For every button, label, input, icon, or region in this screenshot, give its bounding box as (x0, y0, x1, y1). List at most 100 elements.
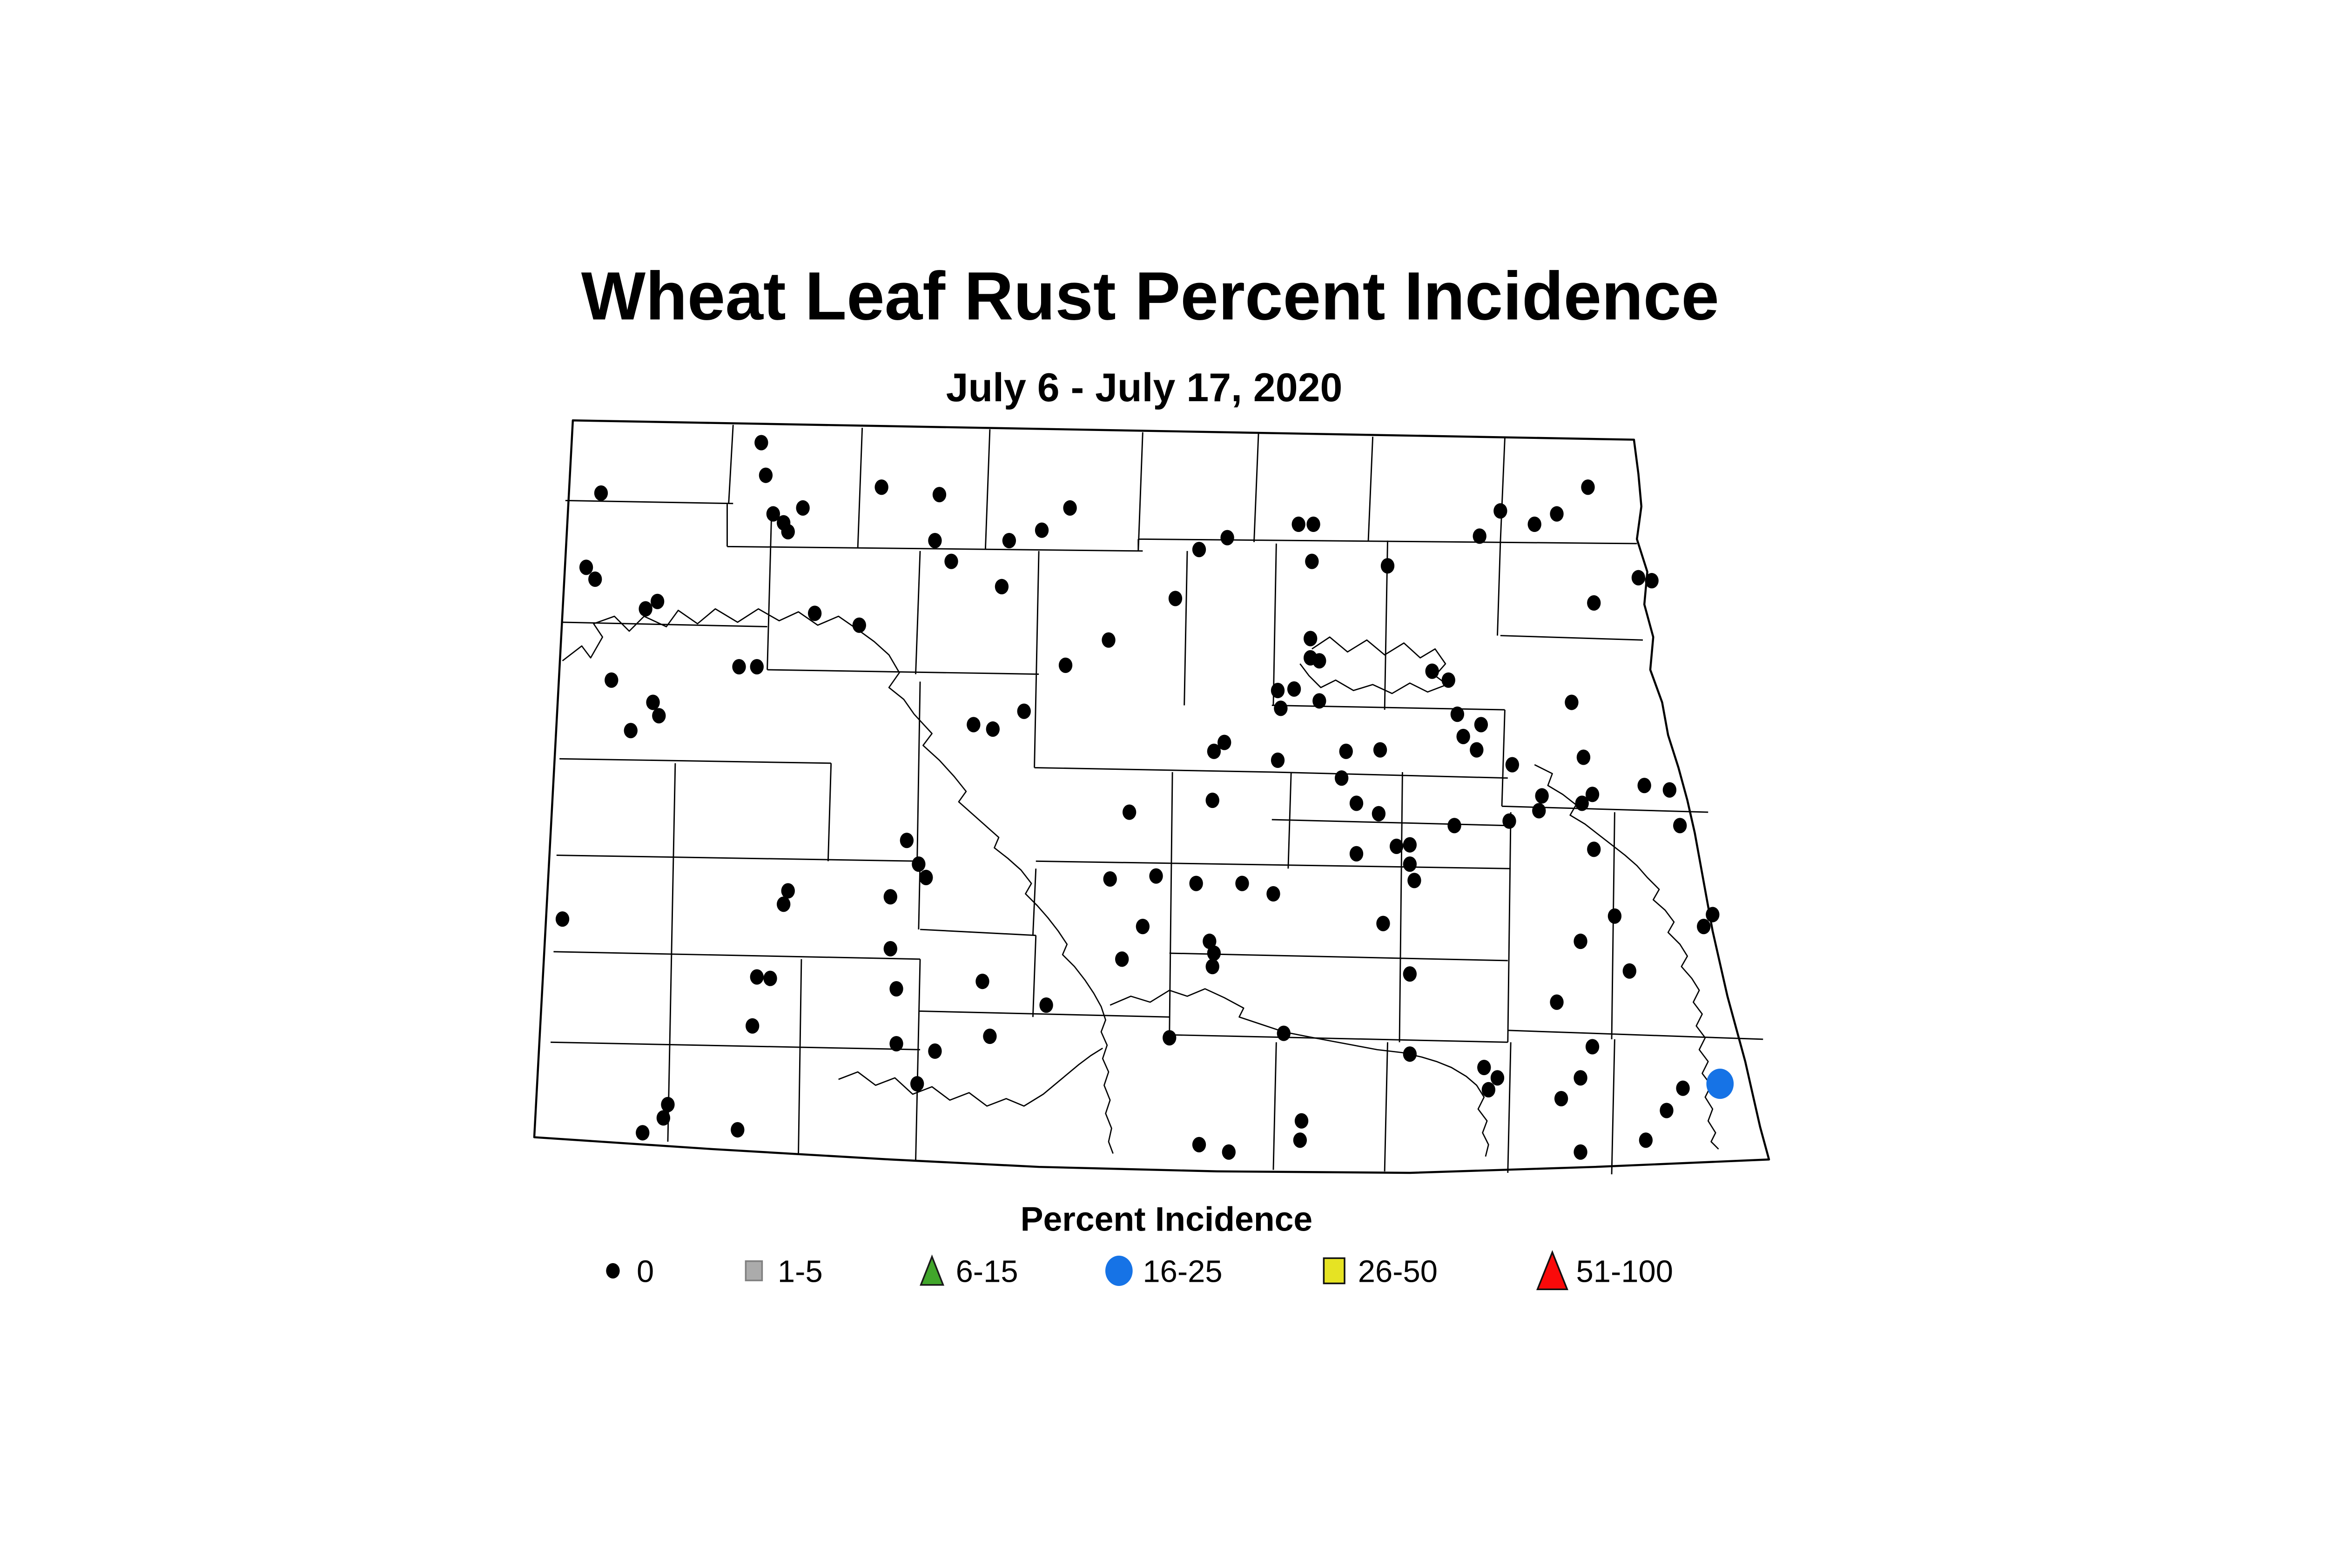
map-point-0 (1660, 1103, 1674, 1118)
map-point-0 (1339, 743, 1353, 759)
data-points (555, 435, 1734, 1160)
map-point-0 (1122, 804, 1137, 820)
map-point-0 (1274, 700, 1288, 716)
map-point-0 (1441, 672, 1455, 688)
map-point-0 (1493, 503, 1507, 519)
map-point-0 (1017, 703, 1031, 719)
legend-item-16-25: 16-25 (1105, 1254, 1223, 1289)
map-point-0 (1585, 1039, 1600, 1055)
missouri-river-lake (562, 608, 915, 715)
map-point-0 (1168, 591, 1183, 606)
map-point-0 (1039, 997, 1053, 1013)
map-point-0 (1403, 837, 1417, 853)
map-point-0 (639, 601, 652, 617)
map-point-0 (883, 889, 897, 905)
map-point-0 (1235, 875, 1249, 891)
map-point-0 (746, 1018, 760, 1034)
map-point-0 (1349, 795, 1364, 811)
map-point-0 (932, 487, 947, 503)
map-point-0 (1002, 532, 1016, 549)
map-point-0 (1425, 663, 1439, 679)
map-point-0 (1550, 994, 1564, 1010)
map-point-0 (1574, 1070, 1587, 1086)
map-point-0 (1407, 873, 1421, 888)
map-point-0 (1334, 770, 1349, 786)
legend-marker-1-5 (745, 1260, 763, 1281)
map-point-0 (1149, 868, 1163, 884)
map-point-0 (944, 553, 958, 569)
map-point-0 (986, 721, 1000, 737)
map-point-0 (995, 579, 1009, 594)
map-point-0 (661, 1097, 675, 1112)
map-point-0 (1505, 757, 1520, 773)
map-point-0 (652, 708, 666, 724)
map-point-0 (1527, 516, 1541, 532)
map-point-0 (1205, 792, 1219, 808)
map-point-0 (1481, 1082, 1496, 1097)
legend-item-label: 0 (637, 1254, 654, 1289)
legend-marker-0 (606, 1263, 620, 1279)
map-point-0 (1607, 908, 1622, 924)
map-point-0 (1389, 838, 1404, 855)
map-point-0 (1645, 573, 1659, 589)
map-point-0 (1581, 479, 1595, 495)
map-point-0 (1697, 919, 1711, 935)
map-point-16-25 (1706, 1069, 1734, 1099)
map-point-0 (1706, 907, 1720, 922)
map-point-0 (928, 1043, 942, 1059)
map-point-0 (1639, 1132, 1653, 1148)
map-point-0 (1676, 1080, 1690, 1096)
map-point-0 (1349, 846, 1364, 861)
map-point-0 (1220, 530, 1234, 545)
legend-marker-16-25 (1105, 1255, 1133, 1286)
map-point-0 (624, 723, 638, 739)
map-point-0 (1403, 966, 1417, 982)
map-point-0 (910, 1076, 924, 1092)
page-subtitle: July 6 - July 17, 2020 (946, 365, 1343, 410)
map-point-0 (1587, 595, 1601, 611)
legend-item-26-50: 26-50 (1323, 1254, 1438, 1289)
map-point-0 (750, 659, 764, 675)
legend-item-1-5: 1-5 (745, 1254, 823, 1289)
map-point-0 (975, 974, 989, 989)
map-point-0 (1136, 919, 1150, 935)
map-point-0 (1192, 1137, 1206, 1152)
map-point-0 (1575, 795, 1589, 811)
legend-item-label: 51-100 (1576, 1254, 1673, 1289)
map-point-0 (763, 970, 777, 986)
map-point-0 (900, 833, 914, 848)
map-point-0 (1372, 806, 1386, 821)
map-point-0 (1662, 782, 1677, 798)
legend: Percent Incidence 0 1-5 6-15 16-25 26-50 51-1… (606, 1200, 1673, 1291)
map-point-0 (1207, 945, 1221, 961)
map-point-0 (759, 467, 773, 483)
map-point-0 (656, 1110, 671, 1126)
map-point-0 (1217, 734, 1231, 750)
map-point-0 (1477, 1059, 1491, 1076)
map-point-0 (731, 1122, 745, 1138)
map-point-0 (1576, 749, 1591, 765)
map-point-0 (1587, 841, 1601, 857)
legend-title: Percent Incidence (1021, 1200, 1313, 1238)
beaver-creek (1110, 988, 1489, 1157)
map-point-0 (1312, 693, 1326, 709)
map-point-0 (1063, 500, 1077, 516)
missouri-river (914, 713, 1114, 1154)
map-point-0 (650, 593, 665, 609)
map-point-0 (874, 479, 888, 495)
map-point-0 (1266, 886, 1280, 902)
map-point-0 (777, 896, 791, 912)
map-point-0 (1373, 742, 1387, 758)
map-point-0 (1291, 516, 1305, 532)
legend-item-51-100: 51-100 (1536, 1250, 1673, 1291)
map-point-0 (1058, 657, 1073, 673)
legend-item-label: 6-15 (956, 1254, 1018, 1289)
map-point-0 (646, 694, 660, 710)
map-point-0 (754, 435, 768, 451)
map-point-0 (1403, 1046, 1417, 1062)
map-point-0 (1585, 787, 1600, 802)
map-point-0 (1277, 1025, 1291, 1041)
cannonball-river (838, 1047, 1103, 1107)
map-point-0 (732, 659, 746, 675)
map-point-0 (1312, 653, 1326, 669)
